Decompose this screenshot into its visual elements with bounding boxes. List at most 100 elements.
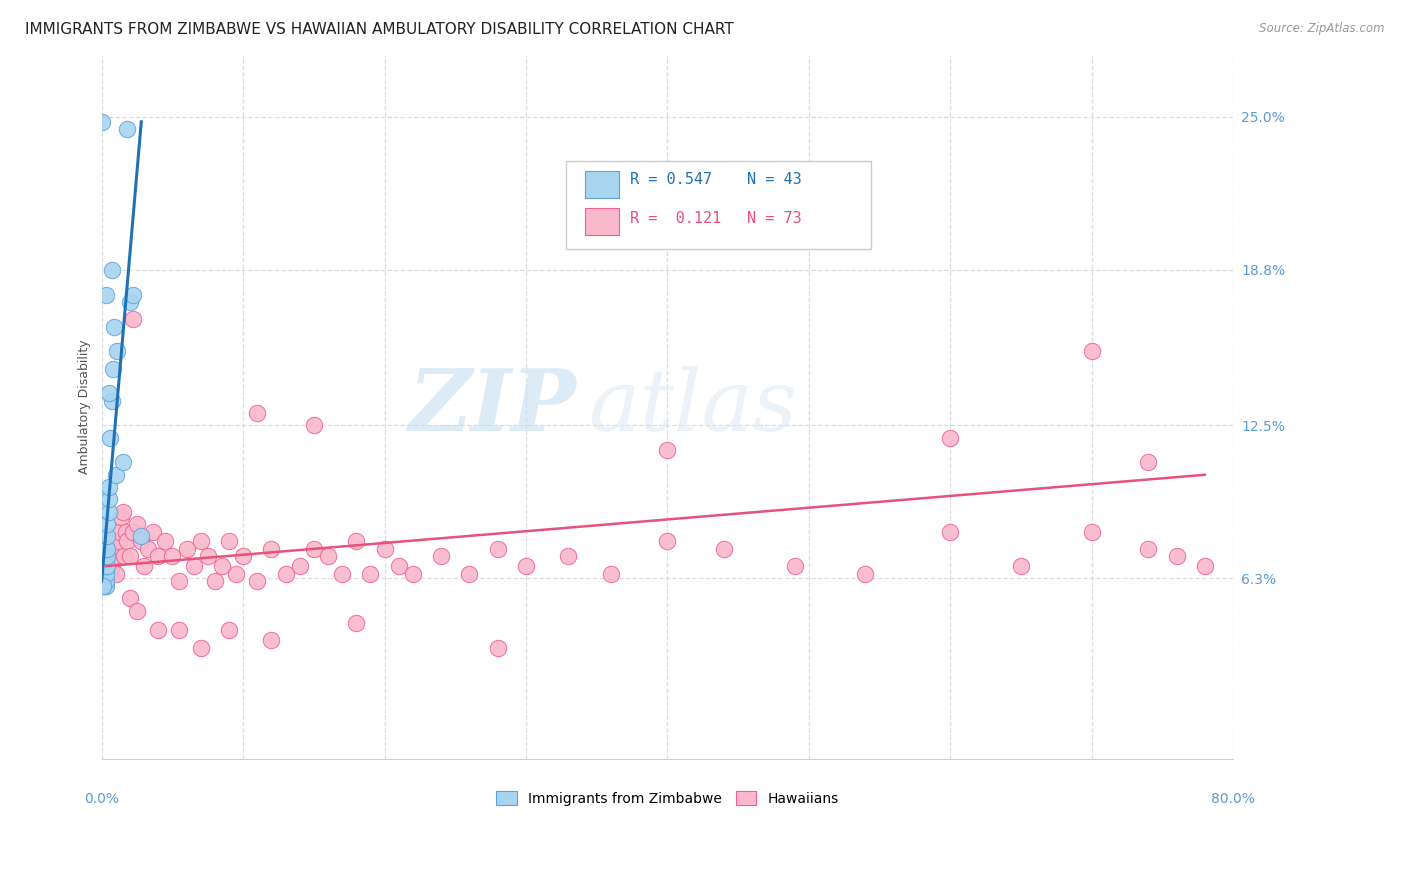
Point bbox=[97, 505, 120, 519]
Point bbox=[713, 541, 735, 556]
Point bbox=[110, 509, 132, 524]
Point bbox=[104, 566, 127, 581]
Point bbox=[169, 574, 191, 588]
Point bbox=[1080, 524, 1102, 539]
Point bbox=[129, 529, 152, 543]
Point bbox=[93, 579, 115, 593]
Point bbox=[1010, 559, 1032, 574]
Point bbox=[939, 524, 962, 539]
Point bbox=[148, 624, 170, 638]
Text: R =  0.121: R = 0.121 bbox=[630, 211, 721, 226]
Point bbox=[197, 549, 219, 564]
Point bbox=[246, 574, 269, 588]
Point bbox=[1166, 549, 1188, 564]
Point bbox=[93, 554, 115, 568]
Point bbox=[190, 534, 212, 549]
Point bbox=[93, 574, 115, 588]
Point bbox=[176, 541, 198, 556]
Point bbox=[557, 549, 579, 564]
Point bbox=[121, 524, 143, 539]
Point bbox=[96, 517, 118, 532]
Point bbox=[939, 431, 962, 445]
Point bbox=[94, 541, 117, 556]
Text: N = 43: N = 43 bbox=[747, 172, 801, 187]
Point bbox=[169, 624, 191, 638]
Point bbox=[162, 549, 184, 564]
Point bbox=[657, 443, 679, 458]
Point bbox=[94, 574, 117, 588]
Point bbox=[91, 559, 114, 574]
Point bbox=[225, 566, 247, 581]
Point bbox=[260, 633, 283, 648]
Point bbox=[91, 574, 114, 588]
Point bbox=[183, 559, 205, 574]
Point bbox=[204, 574, 226, 588]
Point bbox=[107, 534, 129, 549]
Text: N = 73: N = 73 bbox=[747, 211, 801, 226]
Point bbox=[1137, 455, 1160, 469]
Point bbox=[599, 566, 621, 581]
Point bbox=[388, 559, 411, 574]
Text: R = 0.547: R = 0.547 bbox=[630, 172, 713, 187]
Legend: Immigrants from Zimbabwe, Hawaiians: Immigrants from Zimbabwe, Hawaiians bbox=[491, 786, 845, 812]
Point bbox=[94, 566, 117, 581]
Point bbox=[402, 566, 425, 581]
Point bbox=[91, 559, 114, 574]
Point bbox=[98, 541, 121, 556]
Point bbox=[94, 287, 117, 301]
Bar bbox=[585, 171, 619, 198]
Point bbox=[101, 361, 124, 376]
Point bbox=[94, 559, 117, 574]
Point bbox=[108, 524, 131, 539]
Point bbox=[93, 566, 115, 581]
Point bbox=[486, 640, 509, 655]
Point bbox=[91, 566, 114, 581]
Point bbox=[118, 295, 141, 310]
Point bbox=[105, 344, 128, 359]
Text: ZIP: ZIP bbox=[409, 365, 576, 449]
Point bbox=[657, 534, 679, 549]
Point bbox=[260, 541, 283, 556]
Point bbox=[93, 549, 115, 564]
Point bbox=[1080, 344, 1102, 359]
Point bbox=[211, 559, 233, 574]
Point bbox=[155, 534, 177, 549]
Point bbox=[112, 549, 135, 564]
Point bbox=[121, 287, 143, 301]
Point bbox=[783, 559, 806, 574]
Point bbox=[91, 566, 114, 581]
Point bbox=[288, 559, 311, 574]
Point bbox=[232, 549, 254, 564]
Text: 0.0%: 0.0% bbox=[84, 792, 120, 806]
Point bbox=[344, 615, 367, 630]
Point bbox=[93, 549, 115, 564]
Point bbox=[93, 574, 115, 588]
Point bbox=[91, 115, 114, 129]
Point bbox=[96, 549, 118, 564]
Point bbox=[129, 534, 152, 549]
Point bbox=[115, 122, 138, 136]
Point bbox=[142, 524, 165, 539]
Point bbox=[125, 517, 148, 532]
Point bbox=[430, 549, 453, 564]
Point bbox=[104, 467, 127, 482]
Point bbox=[330, 566, 353, 581]
Point bbox=[93, 559, 115, 574]
Point bbox=[105, 541, 128, 556]
Point bbox=[125, 603, 148, 617]
Point bbox=[1137, 541, 1160, 556]
Point bbox=[94, 574, 117, 588]
Point bbox=[148, 549, 170, 564]
Point bbox=[100, 393, 122, 408]
Point bbox=[103, 549, 125, 564]
Point bbox=[246, 406, 269, 420]
Point bbox=[274, 566, 297, 581]
Point bbox=[96, 541, 118, 556]
Point bbox=[93, 559, 115, 574]
Point bbox=[94, 559, 117, 574]
Point bbox=[96, 529, 118, 543]
Point bbox=[218, 624, 240, 638]
Point bbox=[93, 554, 115, 568]
Point bbox=[218, 534, 240, 549]
Point bbox=[96, 549, 118, 564]
